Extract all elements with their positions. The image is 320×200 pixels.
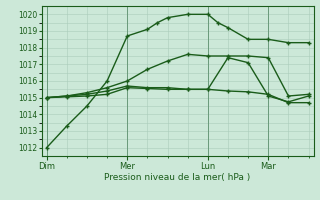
- X-axis label: Pression niveau de la mer( hPa ): Pression niveau de la mer( hPa ): [104, 173, 251, 182]
